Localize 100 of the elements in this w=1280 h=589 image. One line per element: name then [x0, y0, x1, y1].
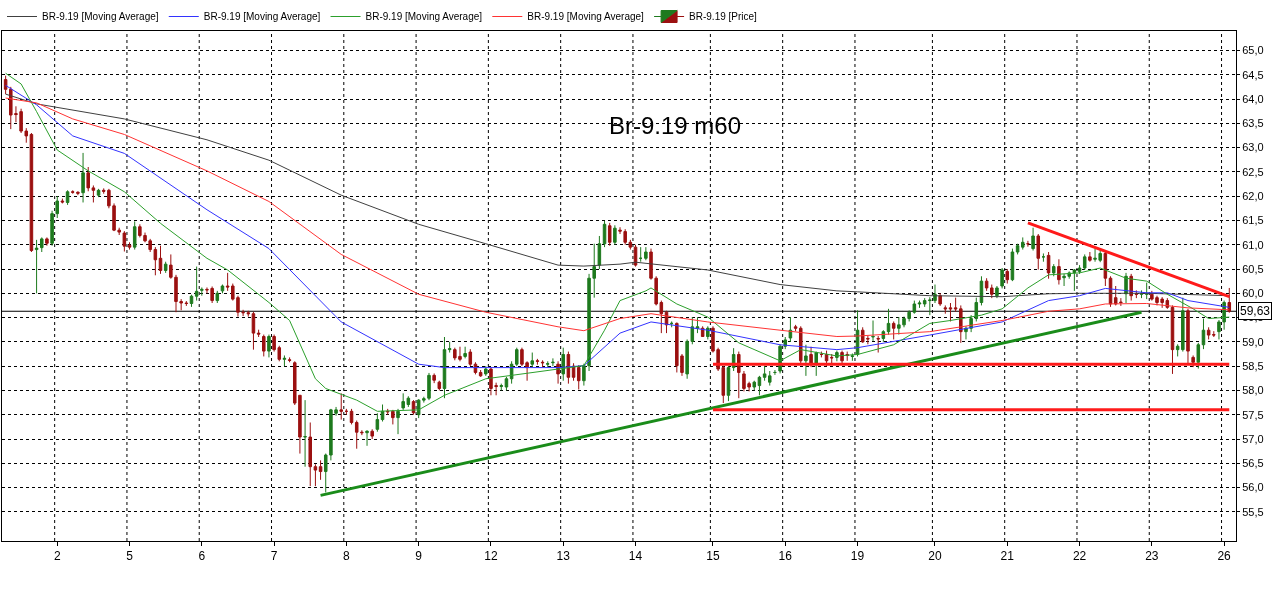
- candlestick: [891, 320, 896, 340]
- line-series: [5, 72, 1230, 412]
- candlestick: [938, 292, 942, 307]
- candlestick: [576, 364, 581, 390]
- candlestick: [561, 347, 565, 382]
- candlestick: [1026, 240, 1030, 248]
- candlestick: [700, 325, 705, 338]
- candlestick: [262, 334, 266, 357]
- candlestick: [1082, 253, 1087, 271]
- candlestick: [737, 351, 741, 399]
- candlestick: [1103, 250, 1108, 287]
- candlestick: [1057, 258, 1061, 286]
- candlestick: [391, 409, 395, 425]
- candlestick: [432, 372, 436, 384]
- candlestick: [545, 360, 550, 368]
- candlestick: [1201, 318, 1206, 350]
- candlestick: [917, 300, 922, 309]
- candlestick: [282, 354, 287, 367]
- candlestick: [943, 304, 948, 315]
- candlestick: [551, 357, 555, 367]
- y-tick-label: 59,0: [1242, 335, 1264, 348]
- candlestick: [752, 380, 757, 391]
- candlestick: [267, 334, 271, 358]
- candlestick: [995, 285, 999, 299]
- candlestick: [215, 290, 220, 304]
- legend-label: BR-9.19 [Moving Average]: [203, 11, 321, 23]
- y-tick-label: 62,5: [1242, 165, 1264, 178]
- x-tick-label: 6: [198, 549, 206, 564]
- candlestick: [829, 353, 834, 365]
- candlestick: [1031, 227, 1035, 252]
- x-tick-label: 16: [778, 549, 793, 564]
- candlestick: [850, 353, 855, 362]
- candlestick: [158, 245, 163, 275]
- candlestick: [504, 376, 509, 391]
- candlestick: [886, 308, 891, 336]
- candlestick: [1186, 308, 1190, 365]
- candlestick: [370, 428, 374, 440]
- y-tick-label: 57,0: [1242, 432, 1264, 445]
- candlestick: [220, 284, 225, 294]
- y-tick-label: 61,5: [1242, 214, 1264, 227]
- candlestick: [644, 246, 648, 261]
- candlestick: [127, 241, 132, 251]
- candlestick: [1144, 282, 1149, 300]
- candlestick: [540, 359, 545, 368]
- y-tick-label: 55,5: [1242, 505, 1264, 518]
- y-tick-label: 61,0: [1242, 238, 1264, 251]
- x-tick-label: 21: [1000, 549, 1015, 564]
- candlestick: [65, 189, 70, 206]
- candlestick: [809, 346, 813, 368]
- x-tick-label: 15: [706, 549, 720, 564]
- x-tick-label: 22: [1072, 549, 1087, 564]
- candlestick: [256, 329, 261, 338]
- candlestick: [339, 392, 343, 421]
- y-tick-label: 64,5: [1242, 68, 1264, 81]
- candlestick: [303, 399, 307, 468]
- candlestick: [442, 336, 447, 399]
- candlestick: [695, 316, 700, 334]
- legend-label: BR-9.19 [Price]: [689, 11, 758, 23]
- candlestick: [60, 198, 65, 204]
- y-tick-label: 58,0: [1242, 384, 1264, 397]
- y-tick-label: 63,5: [1242, 117, 1264, 130]
- annotation: Br-9.19 m60: [609, 112, 742, 139]
- x-tick-label: 8: [343, 549, 351, 564]
- legend-label: BR-9.19 [Moving Average]: [365, 11, 483, 23]
- candlestick: [1191, 354, 1195, 368]
- y-tick-label: 60,5: [1242, 262, 1264, 275]
- candlestick: [308, 421, 313, 487]
- candlestick: [375, 412, 380, 433]
- candlestick: [468, 348, 473, 367]
- candlestick: [788, 316, 793, 343]
- candlestick: [1196, 342, 1201, 370]
- legend-label: BR-9.19 [Moving Average]: [42, 11, 159, 23]
- candlestick: [804, 344, 808, 377]
- x-tick-label: 19: [850, 549, 865, 564]
- y-tick-label: 56,0: [1242, 481, 1264, 494]
- ref-line-label: 59,63: [1240, 304, 1271, 318]
- line-series: [5, 84, 1230, 369]
- x-tick-label: 23: [1145, 549, 1159, 564]
- candlestick: [484, 365, 488, 377]
- candlestick: [814, 351, 818, 377]
- x-tick-label: 5: [126, 549, 134, 564]
- candlestick: [530, 352, 535, 368]
- candlestick: [1051, 263, 1056, 277]
- candlestick: [1088, 251, 1092, 263]
- candlestick: [597, 235, 602, 270]
- candlestick: [45, 236, 49, 247]
- candlestick: [163, 261, 168, 274]
- y-tick-label: 60,0: [1242, 287, 1264, 300]
- candlestick: [871, 319, 875, 342]
- x-tick-label: 9: [415, 549, 423, 564]
- candlestick: [499, 383, 504, 391]
- candlestick: [437, 380, 442, 391]
- y-tick-label: 57,5: [1242, 408, 1264, 421]
- candlestick: [200, 286, 204, 297]
- candlestick: [1077, 264, 1082, 275]
- candlestick: [798, 325, 803, 365]
- candlestick: [287, 356, 292, 363]
- x-tick-label: 14: [628, 549, 643, 564]
- candlestick: [132, 220, 137, 251]
- candlestick: [876, 335, 880, 354]
